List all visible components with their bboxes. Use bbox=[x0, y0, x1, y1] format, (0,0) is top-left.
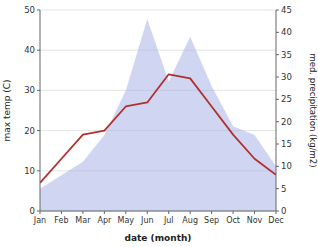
y2-tick bbox=[276, 77, 279, 78]
y2-tick-label: 0 bbox=[281, 206, 286, 216]
x-tick-label: Mar bbox=[75, 216, 91, 225]
plot-area bbox=[40, 19, 276, 211]
x-tick-label: Aug bbox=[182, 216, 198, 225]
x-tick-label: Oct bbox=[226, 216, 240, 225]
y-tick bbox=[37, 130, 40, 131]
chart: 0 10 20 30 40 50 0 5 10 15 20 25 30 35 40 45 Jan Feb Mar Ap… bbox=[0, 0, 318, 247]
y-axis-label: max temp (C) bbox=[2, 79, 12, 141]
y2-tick-label: 35 bbox=[281, 50, 292, 60]
y2-tick-label: 20 bbox=[281, 117, 292, 127]
temperature-line bbox=[40, 74, 276, 183]
x-tick-label: Dec bbox=[268, 216, 283, 225]
x-tick-label: Jun bbox=[140, 216, 154, 225]
y-tick-label: 40 bbox=[24, 45, 35, 55]
y2-tick bbox=[276, 144, 279, 145]
x-tick-label: Jul bbox=[163, 216, 174, 225]
y2-tick bbox=[276, 54, 279, 55]
y-tick bbox=[37, 10, 40, 11]
x-axis-line bbox=[40, 211, 276, 212]
y2-tick-label: 25 bbox=[281, 94, 292, 104]
y2-tick bbox=[276, 32, 279, 33]
y2-axis-line bbox=[276, 10, 277, 211]
x-tick bbox=[168, 211, 169, 214]
y2-tick bbox=[276, 121, 279, 122]
x-tick bbox=[190, 211, 191, 214]
y-tick-label: 0 bbox=[30, 206, 35, 216]
x-tick bbox=[40, 211, 41, 214]
precipitation-area bbox=[40, 19, 276, 211]
y-tick bbox=[37, 50, 40, 51]
x-tick-label: Feb bbox=[54, 216, 68, 225]
grid-line bbox=[40, 211, 276, 212]
y2-tick-label: 5 bbox=[281, 184, 286, 194]
y-tick bbox=[37, 170, 40, 171]
y2-tick bbox=[276, 166, 279, 167]
y2-tick-label: 45 bbox=[281, 5, 292, 15]
y-axis-line bbox=[40, 10, 41, 211]
x-tick-label: Sep bbox=[204, 216, 219, 225]
y-tick-label: 30 bbox=[24, 85, 35, 95]
y2-tick-label: 40 bbox=[281, 27, 292, 37]
x-tick bbox=[254, 211, 255, 214]
x-tick-label: Jan bbox=[33, 216, 46, 225]
y2-tick-label: 10 bbox=[281, 161, 292, 171]
x-tick bbox=[82, 211, 83, 214]
x-tick bbox=[61, 211, 62, 214]
x-tick-label: May bbox=[118, 216, 135, 225]
y2-tick bbox=[276, 99, 279, 100]
y-tick-label: 20 bbox=[24, 126, 35, 136]
x-tick bbox=[147, 211, 148, 214]
x-tick bbox=[276, 211, 277, 214]
x-tick-label: Apr bbox=[97, 216, 112, 225]
x-tick bbox=[233, 211, 234, 214]
y-tick bbox=[37, 90, 40, 91]
y2-tick bbox=[276, 10, 279, 11]
y-tick-label: 50 bbox=[24, 5, 35, 15]
x-tick bbox=[104, 211, 105, 214]
grid-line bbox=[40, 10, 276, 11]
x-tick bbox=[211, 211, 212, 214]
y-tick-label: 10 bbox=[24, 166, 35, 176]
y2-tick-label: 30 bbox=[281, 72, 292, 82]
y2-tick bbox=[276, 188, 279, 189]
x-tick-label: Nov bbox=[247, 216, 263, 225]
x-tick bbox=[125, 211, 126, 214]
y2-tick-label: 15 bbox=[281, 139, 292, 149]
x-axis-label: date (month) bbox=[125, 233, 192, 243]
y2-axis-label: med. precipitation (kg/m2) bbox=[308, 53, 318, 167]
